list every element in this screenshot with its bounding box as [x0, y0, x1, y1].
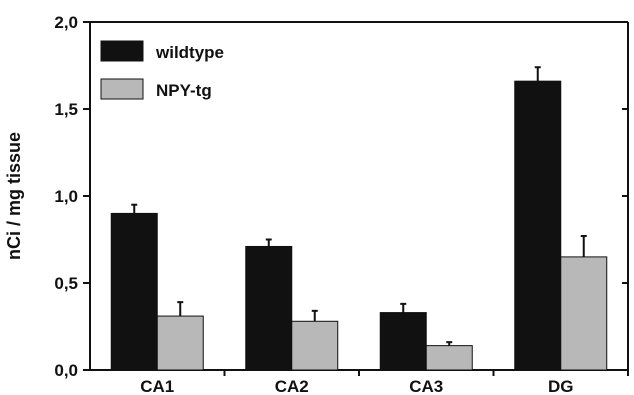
- y-tick-label: 0,5: [54, 274, 78, 293]
- legend-swatch-npy-tg: [100, 78, 144, 100]
- x-tick-label: DG: [548, 377, 574, 395]
- x-tick-label: CA2: [275, 377, 309, 395]
- bar-npy-tg-dg: [560, 256, 608, 371]
- y-tick-label: 1,0: [54, 187, 78, 206]
- bar-npy-tg-ca2: [291, 320, 339, 371]
- y-axis-ticks: 0,0 0,5 1,0 1,5 2,0: [54, 13, 628, 380]
- bar-npy-tg-ca1: [156, 315, 204, 371]
- bar-npy-tg-ca3: [425, 345, 473, 371]
- y-axis-title: nCi / mg tissue: [4, 132, 24, 260]
- legend-swatch-wildtype: [100, 40, 144, 62]
- bar-wildtype-dg: [514, 80, 562, 371]
- x-tick-label: CA3: [409, 377, 443, 395]
- x-axis-ticks: CA1 CA2 CA3 DG: [140, 370, 629, 395]
- bar-wildtype-ca1: [110, 212, 158, 371]
- legend-label-wildtype: wildtype: [155, 43, 224, 62]
- y-tick-label: 1,5: [54, 100, 78, 119]
- legend-label-npy-tg: NPY-tg: [156, 81, 212, 100]
- bar-wildtype-ca3: [379, 312, 427, 371]
- y-tick-label: 0,0: [54, 361, 78, 380]
- bar-wildtype-ca2: [245, 245, 293, 371]
- bar-series: [110, 66, 608, 371]
- legend: wildtype NPY-tg: [100, 40, 224, 100]
- x-tick-label: CA1: [140, 377, 174, 395]
- y-tick-label: 2,0: [54, 13, 78, 32]
